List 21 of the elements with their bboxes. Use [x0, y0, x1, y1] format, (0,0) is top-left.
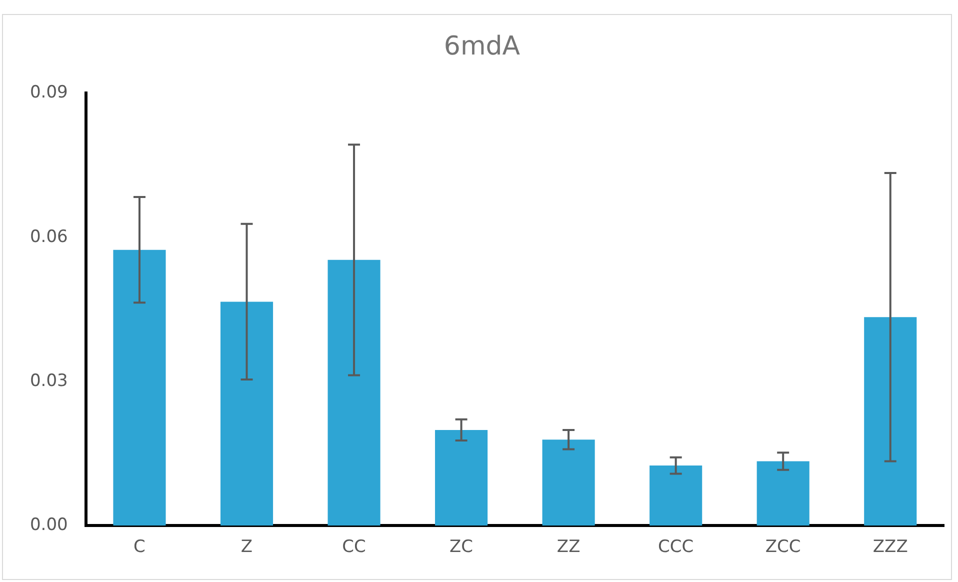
bar: [220, 302, 274, 526]
bar: [435, 430, 488, 526]
bar: [756, 461, 810, 526]
x-tick-label: ZZ: [556, 537, 580, 558]
x-tick-label: Z: [240, 537, 253, 558]
y-tick-label: 0.09: [30, 82, 68, 103]
x-tick-label: ZCC: [765, 537, 801, 558]
bar: [650, 466, 702, 526]
y-tick-label: 0.00: [30, 515, 68, 536]
y-tick-label: 0.06: [30, 226, 68, 247]
y-tick-label: 0.03: [30, 370, 68, 391]
x-tick-label: ZZZ: [872, 537, 908, 558]
chart-title: 6mdA: [444, 31, 520, 62]
x-tick-label: C: [134, 537, 146, 558]
x-tick-label: ZC: [450, 537, 474, 558]
bar: [113, 250, 166, 526]
x-tick-label: CC: [342, 537, 366, 558]
x-tick-label: CCC: [658, 537, 694, 558]
bar: [864, 317, 917, 526]
bar: [542, 440, 595, 526]
bar: [328, 260, 380, 526]
